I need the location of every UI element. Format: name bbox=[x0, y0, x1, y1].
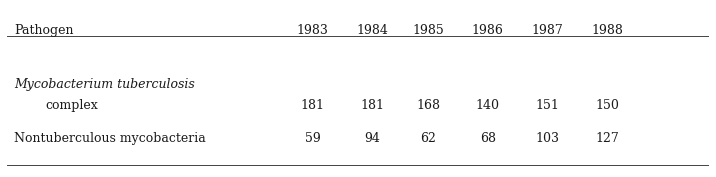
Text: 168: 168 bbox=[416, 99, 440, 112]
Text: 1987: 1987 bbox=[531, 24, 563, 37]
Text: 140: 140 bbox=[476, 99, 500, 112]
Text: 181: 181 bbox=[301, 99, 324, 112]
Text: 62: 62 bbox=[420, 132, 436, 145]
Text: 1988: 1988 bbox=[591, 24, 623, 37]
Text: 151: 151 bbox=[536, 99, 559, 112]
Text: 1983: 1983 bbox=[296, 24, 329, 37]
Text: 1985: 1985 bbox=[412, 24, 444, 37]
Text: 1984: 1984 bbox=[356, 24, 388, 37]
Text: Pathogen: Pathogen bbox=[14, 24, 74, 37]
Text: 59: 59 bbox=[304, 132, 320, 145]
Text: complex: complex bbox=[46, 99, 99, 112]
Text: 94: 94 bbox=[364, 132, 380, 145]
Text: 68: 68 bbox=[480, 132, 495, 145]
Text: 127: 127 bbox=[595, 132, 619, 145]
Text: Mycobacterium tuberculosis: Mycobacterium tuberculosis bbox=[14, 78, 195, 91]
Text: Nontuberculous mycobacteria: Nontuberculous mycobacteria bbox=[14, 132, 206, 145]
Text: 1986: 1986 bbox=[472, 24, 504, 37]
Text: 103: 103 bbox=[536, 132, 559, 145]
Text: 150: 150 bbox=[595, 99, 619, 112]
Text: 181: 181 bbox=[360, 99, 384, 112]
